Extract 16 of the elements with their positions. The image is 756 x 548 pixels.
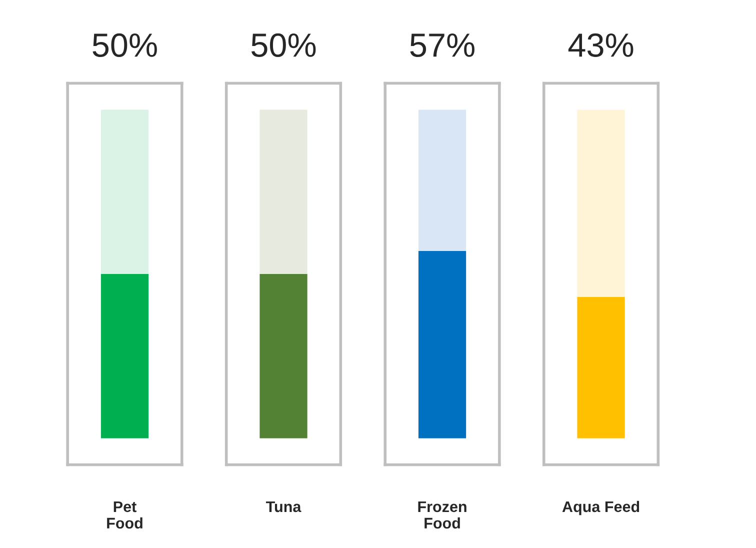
x-tick-label: Frozen Food — [418, 501, 466, 529]
x-tick-label: Aqua Feed — [562, 500, 640, 516]
data-label: 50% — [251, 33, 316, 57]
data-label: 43% — [568, 33, 634, 57]
x-tick-label: Pet Food — [107, 501, 142, 529]
bar — [100, 110, 149, 274]
bar — [260, 274, 308, 438]
bar — [260, 110, 308, 274]
bar — [577, 110, 625, 298]
bar — [577, 297, 625, 438]
x-tick-label: Tuna — [266, 501, 302, 512]
bar — [418, 250, 466, 438]
bar — [418, 110, 466, 251]
data-label: 57% — [410, 34, 474, 57]
data-label: 50% — [92, 33, 157, 57]
bar — [100, 274, 149, 438]
